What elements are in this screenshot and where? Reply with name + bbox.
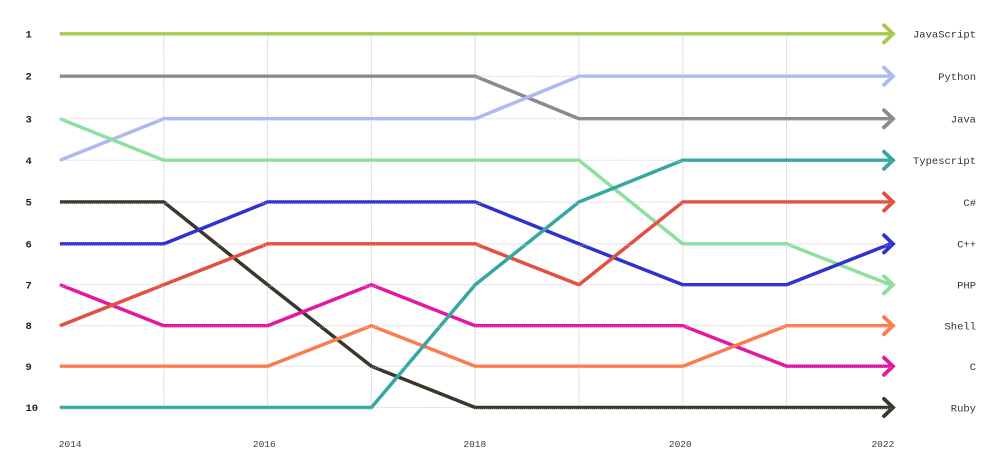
- svg-text:6: 6: [26, 239, 32, 251]
- svg-text:C#: C#: [963, 198, 976, 210]
- svg-text:2018: 2018: [463, 439, 486, 450]
- svg-text:2020: 2020: [669, 439, 692, 450]
- svg-text:Shell: Shell: [944, 322, 976, 334]
- svg-text:4: 4: [26, 156, 32, 168]
- svg-text:9: 9: [26, 362, 32, 374]
- svg-text:Python: Python: [938, 72, 976, 84]
- svg-text:5: 5: [26, 198, 32, 210]
- svg-text:C: C: [970, 362, 976, 374]
- svg-text:2: 2: [26, 72, 32, 84]
- svg-text:8: 8: [26, 321, 32, 333]
- svg-text:7: 7: [26, 280, 32, 292]
- svg-text:3: 3: [26, 114, 32, 126]
- svg-text:10: 10: [26, 403, 39, 415]
- svg-text:Ruby: Ruby: [951, 403, 976, 415]
- svg-text:2016: 2016: [253, 439, 276, 450]
- svg-text:PHP: PHP: [957, 281, 976, 293]
- svg-text:Java: Java: [951, 115, 976, 127]
- svg-text:1: 1: [26, 29, 32, 41]
- svg-text:Typescript: Typescript: [913, 156, 976, 168]
- svg-text:C++: C++: [957, 240, 976, 252]
- svg-text:2022: 2022: [871, 439, 894, 450]
- svg-text:2014: 2014: [59, 439, 82, 450]
- svg-text:JavaScript: JavaScript: [913, 30, 976, 42]
